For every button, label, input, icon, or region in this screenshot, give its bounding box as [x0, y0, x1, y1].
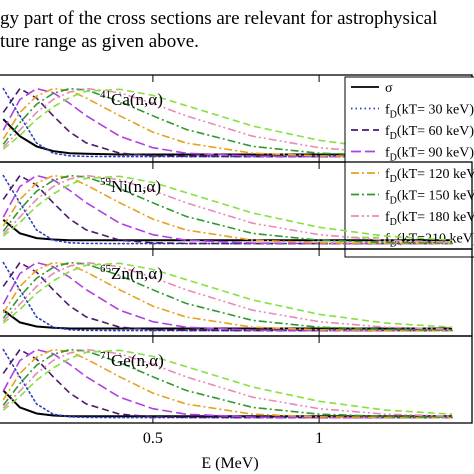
x-axis-label: E (MeV) — [201, 455, 258, 472]
series-line — [2, 349, 453, 415]
series-line — [2, 261, 453, 331]
series-line — [2, 174, 453, 245]
panel-annotation: 71Ge(n,α) — [100, 350, 164, 370]
annotation-text: Zn(n,α) — [111, 264, 163, 283]
legend-label: fD(kT= 180 keV) — [385, 210, 474, 228]
series-line — [2, 261, 453, 332]
x-tick-label: 1 — [315, 430, 323, 447]
series-line — [2, 174, 453, 245]
series-line — [2, 309, 453, 330]
series-line — [2, 348, 453, 418]
series-line — [2, 87, 453, 158]
series-line — [2, 261, 453, 332]
series-line — [2, 174, 453, 244]
series-line — [2, 87, 453, 157]
annotation-text: Ca(n,α) — [111, 90, 163, 109]
panel-annotation: 65Zn(n,α) — [100, 263, 163, 283]
series-line — [2, 348, 453, 419]
series-line — [2, 348, 453, 419]
panel — [2, 348, 453, 419]
annotation-text: Ge(n,α) — [111, 351, 164, 370]
series-line — [2, 348, 453, 419]
legend-label: fD(kT= 90 keV) — [385, 146, 474, 164]
series-line — [2, 87, 453, 156]
series-line — [2, 174, 453, 243]
legend-label: σ — [385, 81, 393, 96]
panel-frame — [0, 248, 473, 337]
panel — [2, 261, 453, 332]
legend-label: fD(kT= 30 keV) — [385, 103, 474, 121]
annotation-mass: 59 — [100, 176, 112, 188]
series-line — [2, 87, 453, 158]
series-line — [2, 261, 453, 330]
series-line — [2, 261, 453, 332]
legend-label: fD(kT= 60 keV) — [385, 124, 474, 142]
series-line — [2, 118, 453, 156]
series-line — [2, 348, 453, 419]
annotation-mass: 71 — [100, 350, 111, 362]
series-line — [2, 261, 453, 332]
series-line — [2, 87, 453, 158]
annotation-mass: 65 — [100, 263, 112, 275]
body-text-line: ture range as given above. — [0, 31, 199, 52]
series-line — [2, 389, 453, 418]
legend-box — [344, 76, 474, 258]
body-text-line: gy part of the cross sections are releva… — [0, 8, 437, 29]
series-line — [2, 262, 453, 328]
series-line — [2, 175, 453, 241]
annotation-text: Ni(n,α) — [111, 177, 161, 196]
legend-label: fD(kT= 120 keV) — [385, 167, 474, 185]
legend-label: fD(kT= 150 keV) — [385, 189, 474, 207]
panel-annotation: 41Ca(n,α) — [100, 89, 163, 109]
series-line — [2, 88, 453, 154]
series-line — [2, 174, 453, 245]
x-tick-label: 0.5 — [143, 430, 163, 447]
panel-annotation: 59Ni(n,α) — [100, 176, 161, 196]
series-line — [2, 348, 453, 417]
annotation-mass: 41 — [100, 89, 111, 101]
panel-frame — [0, 335, 473, 424]
